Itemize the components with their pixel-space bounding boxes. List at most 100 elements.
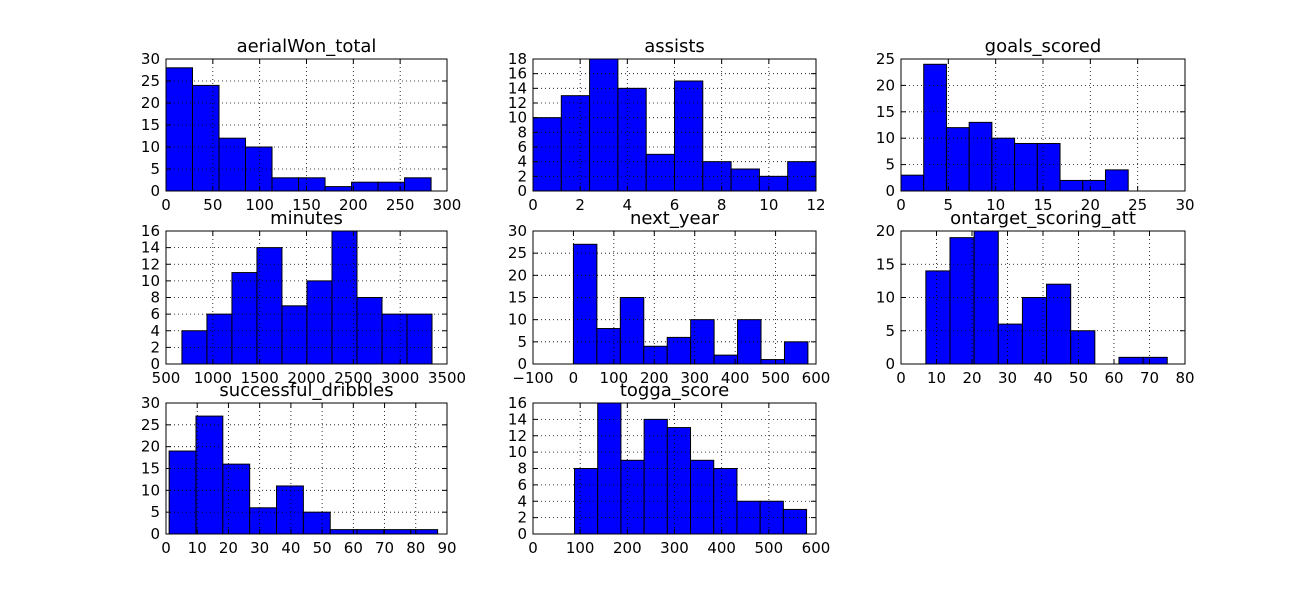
histogram-bar <box>276 485 304 535</box>
y-tick-label: 5 <box>885 156 895 174</box>
histogram-bar <box>645 153 676 192</box>
y-tick-label: 14 <box>141 239 160 257</box>
y-tick-label: 10 <box>508 311 527 329</box>
y-tick-label: 10 <box>508 443 527 461</box>
subplot-title: assists <box>644 36 705 57</box>
histogram-bar <box>702 161 732 192</box>
x-tick-label: 500 <box>761 369 790 387</box>
subplot-4: 500 1000 1500 2000 2500 3000 3500 0246810121416… <box>141 208 466 387</box>
x-tick-label: 250 <box>386 196 415 214</box>
x-tick-label: 3500 <box>428 369 466 387</box>
histogram-bar <box>222 463 251 535</box>
x-tick-label: 20 <box>219 539 238 557</box>
y-tick-label: 16 <box>141 222 160 240</box>
y-tick-label: 25 <box>508 244 527 262</box>
x-tick-label: 30 <box>998 369 1017 387</box>
x-tick-label: 3000 <box>381 369 419 387</box>
x-tick-label: 100 <box>245 196 274 214</box>
histogram-bar <box>620 459 645 535</box>
y-tick-label: 5 <box>150 503 160 521</box>
histogram-bar <box>404 177 432 192</box>
subplot-3: 0 5 10 15 20 25 30 0 5 10 15 20 25 goals_scored <box>876 36 1195 214</box>
x-tick-label: 600 <box>802 539 831 557</box>
subplot-7: 0 10 20 30 40 50 60 70 80 90051015202530successfu… <box>141 380 457 557</box>
y-tick-label: 5 <box>517 333 527 351</box>
y-tick-label: 10 <box>141 481 160 499</box>
histogram-bar <box>1021 297 1048 365</box>
x-tick-label: 5 <box>944 196 954 214</box>
histogram-bar <box>1142 356 1168 365</box>
subplot-6: 0 10 20 30 40 50 60 70 80 0 5 10 15 20 ontarget_scorin… <box>876 208 1195 387</box>
histogram-bar <box>730 168 760 192</box>
y-tick-label: 6 <box>517 476 527 494</box>
y-tick-label: 0 <box>885 355 895 373</box>
x-tick-label: 100 <box>566 539 595 557</box>
x-tick-label: 90 <box>437 539 456 557</box>
histogram-bar <box>674 80 704 192</box>
y-tick-label: 30 <box>141 50 160 68</box>
y-tick-label: 2 <box>517 509 527 527</box>
y-tick-label: 25 <box>141 72 160 90</box>
histogram-bar <box>973 230 999 365</box>
histogram-bar <box>666 336 692 365</box>
histogram-bar <box>406 313 433 365</box>
x-tick-label: 2000 <box>287 369 325 387</box>
x-tick-label: 0 <box>161 539 171 557</box>
y-tick-label: 25 <box>141 416 160 434</box>
y-tick-label: 20 <box>141 438 160 456</box>
x-tick-label: 80 <box>1175 369 1194 387</box>
histogram-bar <box>945 127 970 192</box>
y-tick-label: 15 <box>876 103 895 121</box>
histogram-bar <box>1070 330 1096 365</box>
histogram-bar <box>1014 142 1038 192</box>
x-tick-label: 10 <box>986 196 1005 214</box>
histogram-bar <box>302 511 331 535</box>
histogram-bar <box>306 280 333 365</box>
histogram-bar <box>356 529 385 535</box>
histogram-bar <box>997 323 1023 365</box>
x-tick-label: 2500 <box>334 369 372 387</box>
y-tick-label: 6 <box>517 138 527 156</box>
x-tick-label: 50 <box>203 196 222 214</box>
histogram-bar <box>532 117 562 192</box>
histogram-bar <box>690 459 715 535</box>
histogram-bar <box>410 529 439 535</box>
subplot-title: goals_scored <box>985 36 1102 57</box>
x-tick-label: 10 <box>759 196 778 214</box>
y-tick-label: 30 <box>141 394 160 412</box>
x-tick-label: 25 <box>1128 196 1147 214</box>
x-tick-label: 200 <box>339 196 368 214</box>
y-tick-label: 12 <box>508 427 527 445</box>
y-tick-label: 25 <box>876 50 895 68</box>
subplot-title: next_year <box>630 208 720 229</box>
y-tick-label: 0 <box>517 355 527 373</box>
y-tick-label: 15 <box>141 460 160 478</box>
histogram-bar <box>643 418 668 535</box>
x-tick-label: 70 <box>375 539 394 557</box>
histogram-bar <box>249 507 278 535</box>
histogram-bar <box>572 243 598 365</box>
x-tick-label: 100 <box>600 369 629 387</box>
y-tick-label: 10 <box>141 138 160 156</box>
y-tick-label: 0 <box>885 182 895 200</box>
histogram-bar <box>713 354 739 365</box>
y-tick-label: 30 <box>508 222 527 240</box>
histogram-bar <box>281 305 308 365</box>
x-tick-label: 300 <box>660 539 689 557</box>
y-tick-label: 10 <box>508 109 527 127</box>
histogram-bar <box>218 137 247 192</box>
histogram-bar <box>351 181 379 192</box>
subplot-title: successful_dribbles <box>219 380 393 401</box>
histogram-bar <box>231 272 258 365</box>
histogram-bar <box>617 87 647 192</box>
subplot-title: minutes <box>270 208 343 229</box>
x-tick-label: 600 <box>802 369 831 387</box>
histogram-bar <box>949 237 975 365</box>
y-tick-label: 4 <box>150 322 160 340</box>
histogram-bar <box>192 84 220 192</box>
x-tick-label: 0 <box>528 196 538 214</box>
y-tick-label: 10 <box>876 129 895 147</box>
x-tick-label: −100 <box>512 369 553 387</box>
x-tick-label: 400 <box>707 539 736 557</box>
